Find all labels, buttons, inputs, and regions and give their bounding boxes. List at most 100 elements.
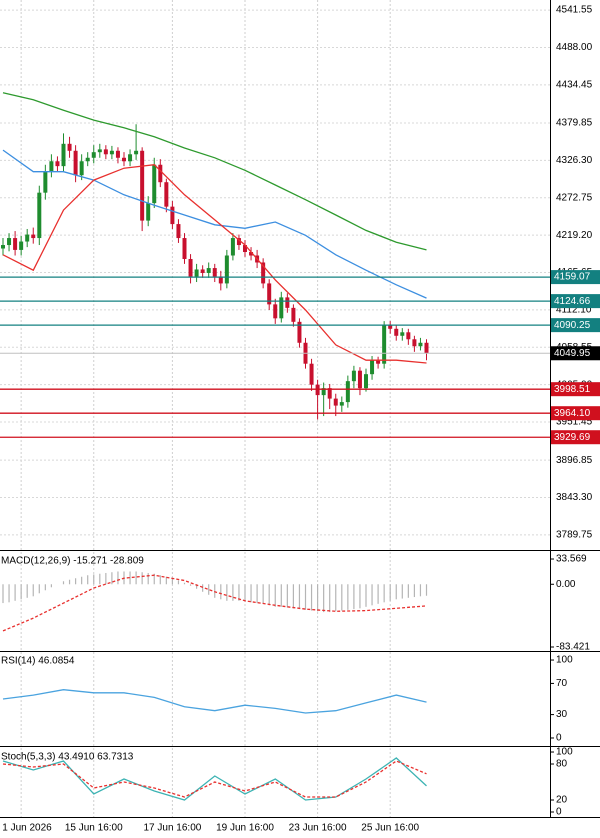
- y-tick-label: 70: [556, 678, 568, 689]
- candle-body: [418, 342, 423, 347]
- macd-bar: [8, 584, 10, 603]
- candle-body: [224, 255, 229, 284]
- moving-average: [2, 149, 427, 299]
- candle-body: [424, 342, 429, 354]
- macd-bar: [347, 584, 349, 610]
- candle-body: [158, 164, 163, 183]
- y-tick-label: 4272.75: [556, 192, 593, 203]
- candle-body: [79, 161, 84, 176]
- level-box: [551, 318, 600, 333]
- macd-bar: [413, 584, 415, 598]
- macd-bar: [256, 584, 258, 604]
- y-tick-label: 100: [556, 655, 573, 666]
- y-tick-label: 20: [556, 795, 568, 806]
- macd-bar: [317, 584, 319, 612]
- macd-bar: [183, 582, 186, 585]
- macd-bar: [310, 584, 313, 611]
- indicator-line: [2, 689, 427, 714]
- candle-body: [406, 332, 411, 340]
- macd-bar: [165, 576, 167, 585]
- macd-bar: [232, 584, 234, 601]
- candle-body: [261, 262, 266, 284]
- candle-body: [382, 325, 387, 364]
- candle-body: [73, 150, 78, 176]
- y-tick-label: 0: [556, 807, 562, 818]
- moving-average: [2, 92, 427, 251]
- macd-bar: [75, 578, 77, 585]
- level-label: 4159.07: [554, 272, 591, 283]
- candle-body: [212, 268, 217, 277]
- macd-bar: [117, 571, 119, 585]
- candle-body: [243, 245, 247, 253]
- candle-body: [267, 283, 272, 305]
- candle-body: [357, 370, 362, 389]
- candle-body: [236, 238, 241, 246]
- candle-body: [91, 152, 96, 158]
- macd-bar: [220, 584, 222, 600]
- candle-body: [412, 339, 417, 347]
- macd-bar: [14, 584, 16, 601]
- macd-bar: [244, 584, 246, 602]
- macd-bar: [38, 584, 40, 594]
- macd-bar: [68, 579, 71, 585]
- y-tick-label: 3789.75: [556, 530, 593, 541]
- y-tick-label: 30: [556, 709, 568, 720]
- candle-body: [327, 388, 332, 399]
- level-label: 3998.51: [554, 384, 591, 395]
- x-tick-label: 17 Jun 16:00: [143, 823, 201, 834]
- candle-body: [394, 328, 399, 336]
- level-box: [551, 406, 600, 421]
- candle-body: [85, 157, 90, 162]
- candle-body: [400, 332, 405, 336]
- macd-bar: [353, 584, 355, 610]
- level-label: 3929.69: [554, 432, 591, 443]
- macd-bar: [111, 572, 113, 585]
- macd-bar: [62, 581, 65, 585]
- macd-bar: [419, 584, 422, 597]
- signal-line: [2, 574, 427, 632]
- candle-body: [1, 245, 5, 249]
- y-tick-label: 3951.45: [556, 417, 593, 428]
- candle-body: [230, 238, 235, 256]
- macd-bar: [389, 584, 391, 601]
- y-tick-label: 4379.85: [556, 118, 593, 129]
- candle-body: [321, 388, 326, 396]
- level-label: 3964.10: [554, 408, 591, 419]
- candle-body: [164, 182, 169, 207]
- macd-bar: [335, 584, 337, 612]
- y-tick-label: 4326.30: [556, 155, 593, 166]
- macd-bar: [377, 584, 379, 604]
- macd-bar: [268, 584, 270, 606]
- stoch-line: [2, 760, 427, 798]
- macd-bar: [226, 584, 228, 601]
- level-box: [551, 382, 600, 397]
- candle-body: [67, 143, 72, 151]
- macd-bar: [425, 584, 428, 596]
- y-tick-label: 3896.85: [556, 455, 593, 466]
- candle-body: [152, 164, 157, 204]
- y-tick-label: 4112.10: [556, 305, 592, 316]
- macd-bar: [171, 578, 173, 585]
- candle-body: [176, 224, 181, 239]
- candle-body: [128, 154, 133, 162]
- candle-body: [285, 297, 290, 308]
- macd-bar: [341, 584, 343, 611]
- candle-body: [291, 307, 296, 322]
- candle-body: [364, 374, 368, 389]
- macd-bar: [87, 575, 89, 585]
- candle-body: [333, 398, 338, 406]
- candle-body: [7, 238, 12, 246]
- candle-body: [140, 150, 145, 221]
- macd-bar: [141, 572, 143, 585]
- candle-body: [19, 241, 24, 250]
- y-tick-label: 4219.20: [556, 230, 593, 241]
- macd-bar: [26, 584, 28, 598]
- panel-title: MACD(12,26,9) -15.271 -28.809: [1, 556, 144, 567]
- moving-average: [2, 164, 427, 364]
- candle-body: [297, 321, 302, 343]
- last-price-label: 4049.95: [554, 348, 591, 359]
- x-tick-label: 15 Jun 16:00: [65, 823, 123, 834]
- candle-body: [351, 370, 356, 382]
